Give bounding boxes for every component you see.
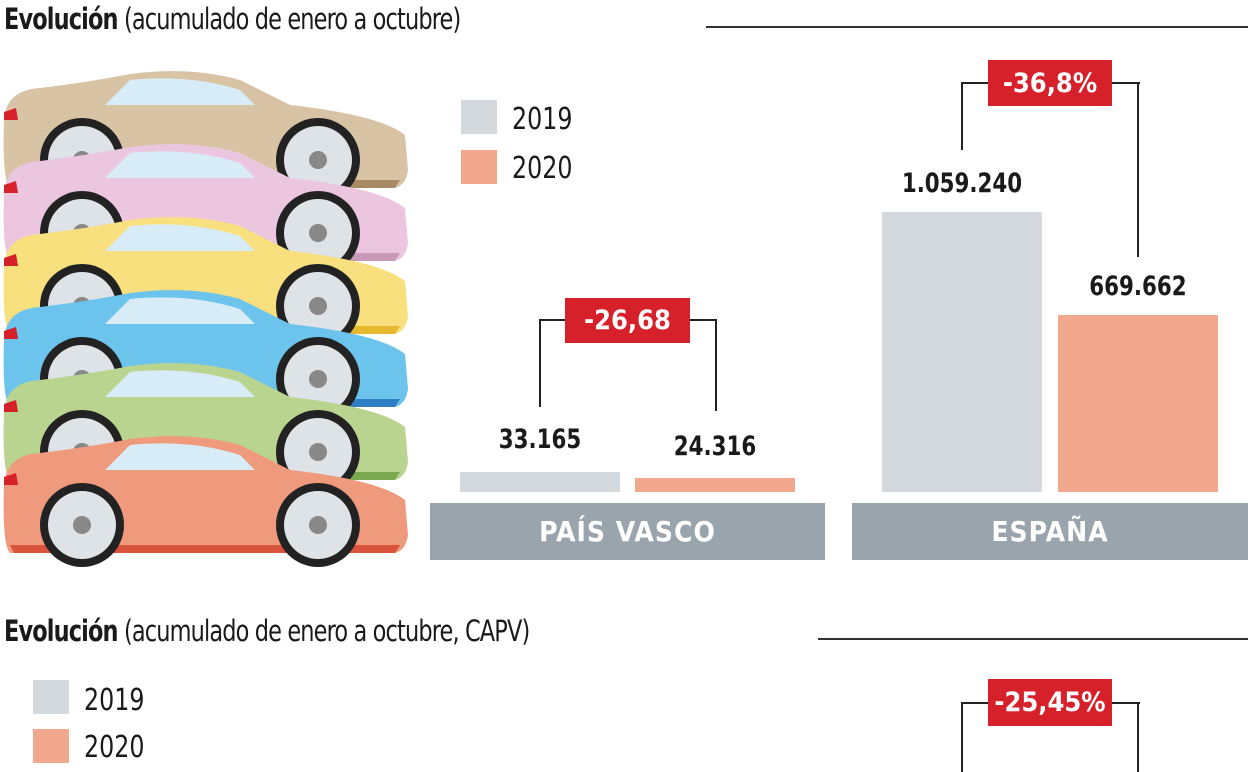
- bracket-line: [961, 82, 963, 150]
- value-label: 24.316: [673, 431, 757, 462]
- chart-title: Evolución (acumulado de enero a octubre,…: [4, 614, 530, 648]
- value-label: 1.059.240: [901, 168, 1023, 199]
- bar-espana-2019: [882, 212, 1042, 492]
- legend-label-2019: 2019: [84, 683, 145, 718]
- title-bold: Evolución: [4, 614, 119, 648]
- category-label: PAÍS VASCO: [430, 503, 825, 560]
- legend-swatch-2019: [461, 100, 497, 134]
- change-badge: -26,68: [565, 298, 690, 343]
- bracket-line: [961, 702, 963, 772]
- bar-pais-vasco-2019: [460, 472, 620, 492]
- title-rule: [706, 26, 1248, 28]
- value-label: 33.165: [498, 424, 582, 455]
- bracket-line: [1137, 82, 1139, 257]
- title-bold: Evolución: [4, 2, 119, 36]
- legend-swatch-2020: [33, 729, 69, 763]
- bar-pais-vasco-2020: [635, 478, 795, 492]
- legend-label-2020: 2020: [512, 151, 573, 186]
- legend-label-2019: 2019: [512, 102, 573, 137]
- change-badge: -36,8%: [988, 60, 1112, 106]
- title-rest: (acumulado de enero a octubre, CAPV): [123, 614, 530, 648]
- title-rest: (acumulado de enero a octubre): [123, 2, 461, 36]
- value-label: 669.662: [1089, 271, 1187, 302]
- cars-illustration: [3, 71, 408, 567]
- bar-espana-2020: [1058, 314, 1218, 492]
- chart-title: Evolución (acumulado de enero a octubre): [4, 2, 461, 36]
- category-label: ESPAÑA: [852, 503, 1248, 560]
- legend-swatch-2020: [461, 150, 497, 184]
- bracket-line: [1137, 702, 1139, 772]
- title-rule: [818, 638, 1248, 640]
- change-badge: -25,45%: [988, 679, 1112, 726]
- bracket-line: [715, 319, 717, 411]
- legend-swatch-2019: [33, 680, 69, 714]
- bracket-line: [539, 319, 541, 407]
- legend-label-2020: 2020: [84, 730, 145, 765]
- car-icon: [3, 436, 408, 567]
